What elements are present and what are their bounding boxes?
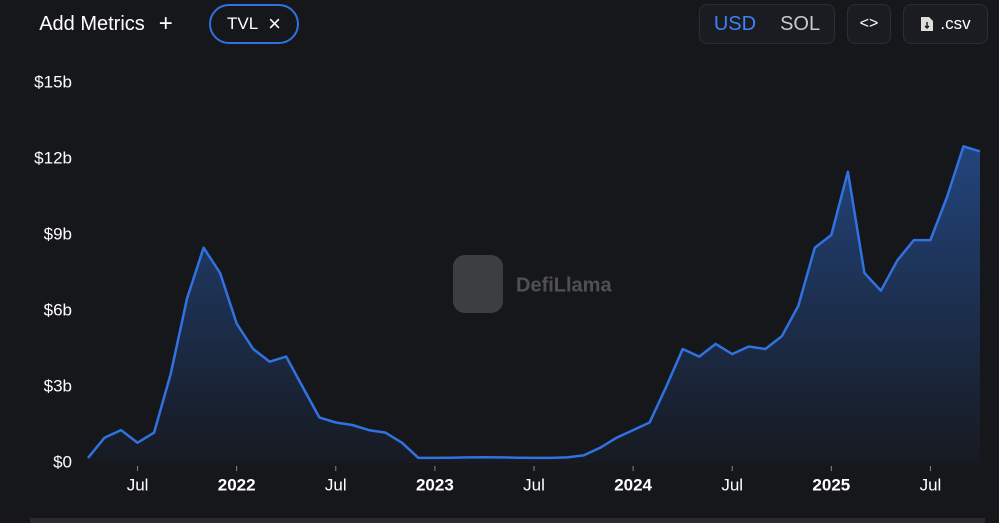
x-tick-label: 2022: [218, 475, 256, 494]
area-fill: [88, 146, 980, 464]
add-metrics-label: Add Metrics: [39, 12, 145, 35]
currency-usd[interactable]: USD: [713, 12, 757, 35]
x-tick-label: Jul: [523, 475, 545, 494]
metric-label: TVL: [226, 14, 259, 33]
csv-button[interactable]: .csv: [903, 4, 988, 44]
add-icon: +: [158, 10, 173, 37]
y-tick-label: $6b: [44, 300, 72, 319]
currency-sol[interactable]: SOL: [780, 12, 821, 35]
y-tick-label: $3b: [44, 376, 72, 395]
x-tick-label: 2023: [416, 475, 454, 494]
x-tick-label: Jul: [721, 475, 743, 494]
remove-icon: ×: [268, 11, 282, 36]
watermark-text: DefiLlama: [516, 274, 612, 296]
add-metrics-button[interactable]: Add Metrics +: [18, 4, 194, 44]
embed-icon: <>: [859, 15, 879, 32]
watermark: DefiLlama: [453, 255, 612, 313]
scrollbar: [30, 518, 985, 523]
y-tick-label: $0: [53, 452, 72, 471]
x-tick-label: Jul: [325, 475, 347, 494]
y-tick-label: $9b: [44, 224, 72, 243]
file-icon: [921, 17, 934, 31]
metric-chip[interactable]: TVL ×: [209, 4, 299, 44]
y-tick-label: $15b: [34, 72, 72, 91]
csv-label: .csv: [940, 14, 971, 33]
y-tick-label: $12b: [34, 148, 72, 167]
embed-button[interactable]: <>: [847, 4, 891, 44]
x-tick-label: 2025: [812, 475, 850, 494]
x-tick-label: Jul: [127, 475, 149, 494]
x-tick-label: Jul: [920, 475, 942, 494]
x-tick-label: 2024: [614, 475, 652, 494]
currency-toggle: USD SOL: [699, 4, 835, 44]
line: [87, 145, 981, 460]
